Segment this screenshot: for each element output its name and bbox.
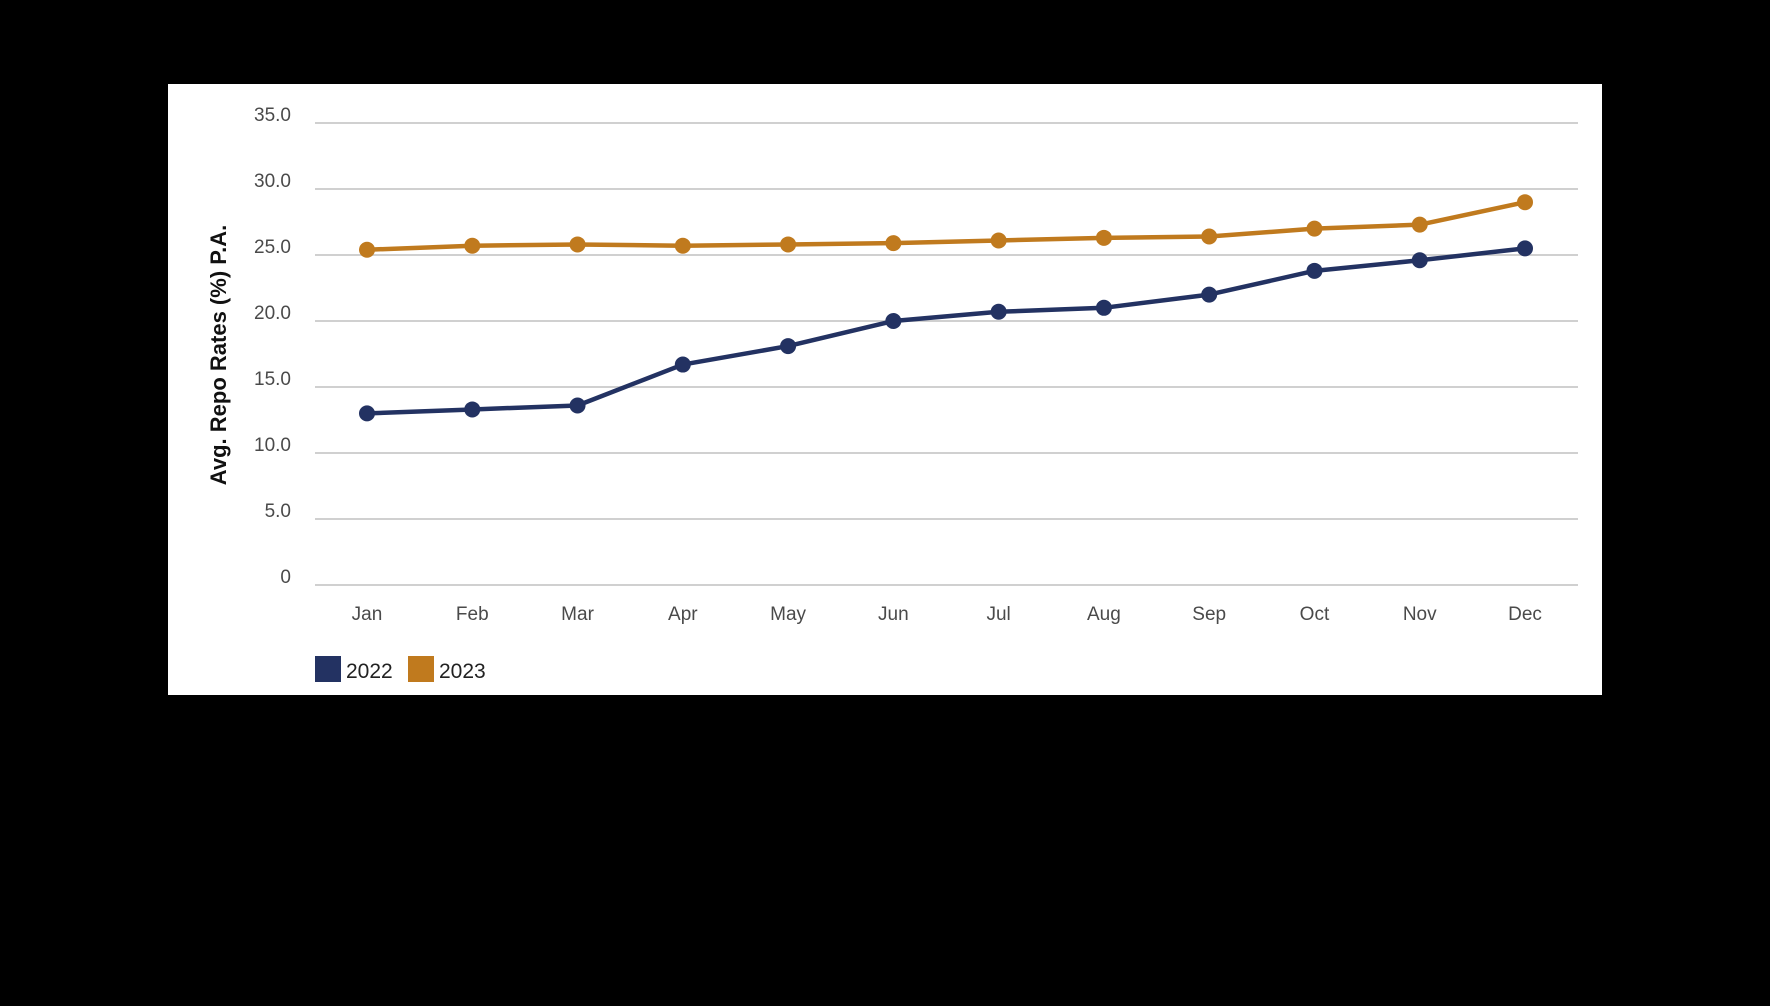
series-line-2022 [364, 246, 1528, 416]
legend-swatch [408, 656, 434, 682]
series-lines [359, 194, 1533, 422]
y-tick-label: 15.0 [254, 369, 291, 390]
x-tick-label: Aug [1087, 604, 1121, 625]
series-2022 [359, 240, 1533, 422]
data-point-2022 [1517, 240, 1533, 257]
x-tick-label: Mar [561, 604, 594, 625]
data-point-2023 [674, 237, 691, 254]
legend-swatch [315, 656, 341, 682]
data-point-2022 [569, 397, 586, 414]
data-point-2023 [569, 236, 586, 253]
chart-panel [168, 84, 1602, 695]
data-point-2022 [780, 338, 797, 355]
y-tick-label: 10.0 [254, 435, 291, 456]
x-tick-label: Sep [1192, 604, 1226, 625]
data-point-2022 [1201, 286, 1218, 303]
data-point-2022 [1306, 262, 1323, 279]
data-point-2023 [1517, 194, 1533, 211]
legend-label: 2022 [346, 660, 393, 683]
y-axis-title: Avg. Repo Rates (%) P.A. [206, 225, 231, 485]
y-tick-label: 20.0 [254, 303, 291, 324]
legend-item-2022: 2022 [315, 656, 393, 683]
data-point-2023 [1201, 228, 1218, 245]
data-point-2023 [990, 232, 1007, 249]
legend-label: 2023 [439, 660, 486, 683]
y-tick-label: 30.0 [254, 171, 291, 192]
x-tick-label: Apr [668, 604, 698, 625]
y-tick-label: 5.0 [265, 501, 291, 522]
x-tick-label: Feb [456, 604, 489, 625]
data-point-2023 [359, 241, 375, 258]
series-2023 [359, 194, 1533, 258]
x-tick-label: Jan [352, 604, 383, 625]
gridlines [315, 122, 1578, 586]
legend-item-2023: 2023 [408, 656, 486, 683]
x-tick-label: Jul [986, 604, 1010, 625]
x-axis-tick-labels: Jan Feb Mar Apr May Jun Jul Aug Sep Oct Nov Dec [352, 604, 1542, 625]
data-point-2022 [1411, 252, 1428, 269]
data-point-2023 [885, 235, 902, 252]
data-point-2022 [990, 303, 1007, 320]
data-point-2022 [1095, 299, 1112, 316]
series-line-2023 [364, 199, 1528, 252]
data-point-2023 [1411, 216, 1428, 233]
x-tick-label: Dec [1508, 604, 1542, 625]
y-tick-label: 35.0 [254, 105, 291, 126]
x-tick-label: May [770, 604, 806, 625]
data-point-2022 [674, 356, 691, 373]
data-point-2022 [359, 405, 375, 422]
x-tick-label: Jun [878, 604, 909, 625]
data-point-2022 [464, 401, 481, 418]
legend: 2022 2023 [315, 656, 486, 683]
data-point-2022 [885, 313, 902, 329]
x-tick-label: Oct [1300, 604, 1330, 625]
data-point-2023 [1095, 229, 1112, 246]
y-tick-label: 0 [280, 567, 291, 588]
y-axis-tick-labels: 0 5.0 10.0 15.0 20.0 25.0 30.0 35.0 [254, 105, 291, 588]
data-point-2023 [464, 237, 481, 254]
x-tick-label: Nov [1403, 604, 1437, 625]
data-point-2023 [780, 236, 797, 253]
y-tick-label: 25.0 [254, 237, 291, 258]
data-point-2023 [1306, 220, 1323, 237]
